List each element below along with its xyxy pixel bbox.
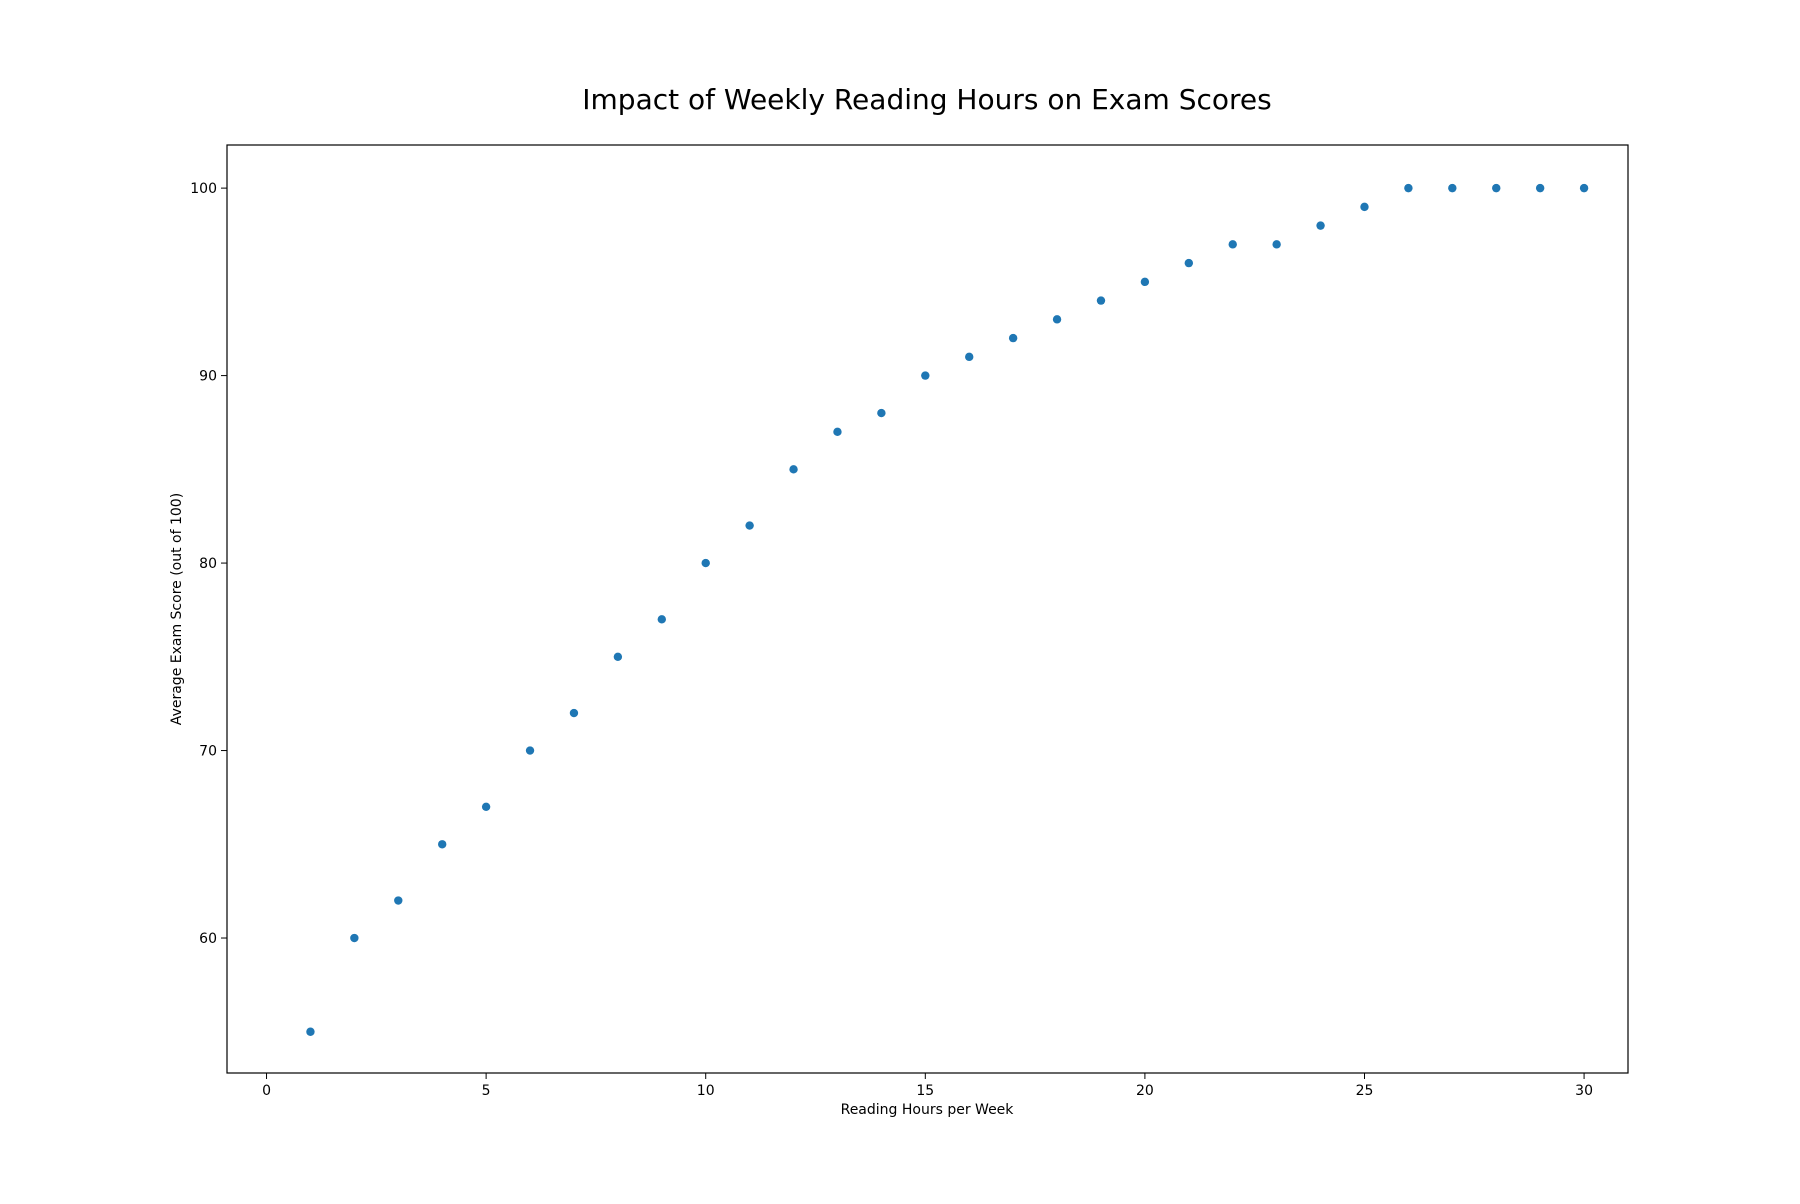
data-point xyxy=(965,352,974,362)
data-point xyxy=(1579,183,1589,193)
chart-title: Impact of Weekly Reading Hours on Exam S… xyxy=(582,83,1271,116)
data-point xyxy=(1316,221,1325,230)
y-axis-label: Average Exam Score (out of 100) xyxy=(169,493,185,725)
y-tick-label: 100 xyxy=(190,181,217,197)
y-tick-label: 80 xyxy=(199,556,217,572)
data-point xyxy=(1448,183,1457,193)
x-tick-label: 0 xyxy=(262,1083,271,1099)
data-point xyxy=(1096,296,1106,305)
data-point xyxy=(701,558,710,568)
data-point xyxy=(1535,183,1545,193)
data-point xyxy=(833,427,842,437)
plot-frame xyxy=(226,144,1629,1074)
data-point xyxy=(1184,258,1194,268)
data-point xyxy=(350,933,359,943)
x-tick-label: 25 xyxy=(1356,1083,1374,1099)
data-point xyxy=(394,896,403,905)
y-axis: 60 70 80 90 100 xyxy=(190,181,227,947)
data-point xyxy=(1492,183,1501,193)
data-point xyxy=(1228,240,1237,249)
x-tick-label: 20 xyxy=(1136,1083,1154,1099)
data-point xyxy=(789,465,798,474)
data-point xyxy=(481,802,491,811)
data-point xyxy=(306,1027,315,1036)
data-point xyxy=(438,840,447,849)
data-point xyxy=(745,521,754,530)
data-point xyxy=(1052,315,1062,324)
data-point xyxy=(613,652,623,662)
data-point xyxy=(657,615,666,624)
data-point xyxy=(1008,333,1018,343)
data-points xyxy=(306,183,1589,1036)
data-point xyxy=(921,371,930,380)
data-point xyxy=(1360,202,1369,212)
y-tick-label: 70 xyxy=(199,744,217,760)
plot-area: 0 5 10 15 20 25 30 60 70 80 90 100 xyxy=(190,144,1629,1099)
x-tick-label: 5 xyxy=(482,1083,491,1099)
x-axis-label: Reading Hours per Week xyxy=(841,1102,1015,1118)
y-tick-label: 90 xyxy=(199,369,217,385)
data-point xyxy=(569,708,579,718)
data-point xyxy=(877,408,886,418)
data-point xyxy=(1140,277,1150,287)
x-axis: 0 5 10 15 20 25 30 xyxy=(262,1073,1593,1099)
data-point xyxy=(1404,183,1413,193)
data-point xyxy=(1272,240,1281,249)
data-point xyxy=(525,746,535,755)
x-tick-label: 10 xyxy=(697,1083,715,1099)
x-tick-label: 15 xyxy=(916,1083,934,1099)
y-tick-label: 60 xyxy=(199,931,217,947)
x-tick-label: 30 xyxy=(1575,1083,1593,1099)
